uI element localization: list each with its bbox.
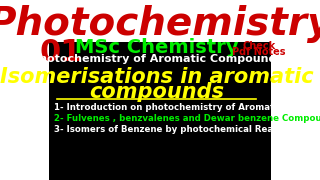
Text: Photochemistry of Aromatic Compounds: Photochemistry of Aromatic Compounds [30,54,283,64]
Text: MSc Chemistry: MSc Chemistry [75,38,238,57]
Text: Check: Check [242,40,276,51]
Text: Isomerisations in aromatic: Isomerisations in aromatic [0,67,313,87]
Text: 01: 01 [40,38,83,67]
Text: Pdf Notes: Pdf Notes [232,48,285,57]
Text: 3- Isomers of Benzene by photochemical Reaction: 3- Isomers of Benzene by photochemical R… [54,125,298,134]
Text: 2- Fulvenes , benzvalenes and Dewar benzene Compounds: 2- Fulvenes , benzvalenes and Dewar benz… [54,114,320,123]
Text: 1- Introduction on photochemistry of Aromatic Compounds: 1- Introduction on photochemistry of Aro… [54,103,320,112]
Text: compounds: compounds [89,82,224,102]
Text: Photochemistry: Photochemistry [0,5,320,43]
FancyBboxPatch shape [49,42,271,180]
FancyBboxPatch shape [49,2,271,42]
FancyBboxPatch shape [49,42,271,63]
